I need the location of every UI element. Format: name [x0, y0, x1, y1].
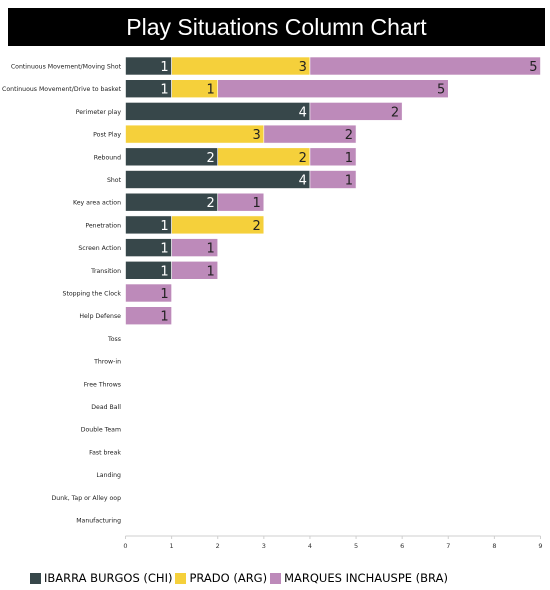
bar-segment[interactable] — [125, 147, 219, 167]
category-label: Dunk, Tap or Alley oop — [52, 495, 122, 502]
x-tick-label: 1 — [170, 542, 174, 550]
category-label: Dead Ball — [91, 404, 121, 411]
bar-segment[interactable] — [309, 56, 541, 76]
bar-segment[interactable] — [217, 147, 311, 167]
category-label: Manufacturing — [76, 518, 121, 525]
category-label: Help Defense — [79, 313, 121, 320]
bar-segment[interactable] — [263, 124, 357, 144]
category-label: Shot — [107, 177, 122, 184]
data-label: 1 — [253, 196, 261, 211]
data-label: 5 — [437, 83, 445, 98]
bar-segment[interactable] — [171, 238, 219, 257]
category-label: Perimeter play — [76, 109, 122, 116]
category-label: Key area action — [73, 200, 121, 207]
category-label: Throw-in — [93, 359, 121, 366]
category-label: Screen Action — [78, 245, 121, 252]
data-label: 1 — [345, 174, 353, 189]
legend-swatch — [270, 572, 282, 584]
bar-segment[interactable] — [217, 192, 265, 212]
category-label: Fast break — [89, 449, 121, 456]
bar-segment[interactable] — [309, 147, 357, 167]
legend-swatch — [175, 572, 187, 584]
data-label: 1 — [160, 310, 168, 325]
category-label: Penetration — [85, 222, 121, 229]
data-label: 1 — [206, 83, 214, 98]
legend-item-ibarra[interactable]: IBARRA BURGOS (CHI) — [30, 571, 172, 585]
bar-segment[interactable] — [171, 260, 219, 280]
category-label: Stopping the Clock — [63, 291, 122, 298]
bar-segment[interactable] — [125, 283, 172, 303]
data-label: 1 — [160, 264, 168, 279]
data-label: 1 — [160, 287, 168, 302]
legend: IBARRA BURGOS (CHI) PRADO (ARG) MARQUES … — [30, 570, 451, 586]
bar-segment[interactable] — [125, 192, 219, 212]
legend-label: MARQUES INCHAUSPE (BRA) — [284, 571, 448, 585]
legend-label: IBARRA BURGOS (CHI) — [44, 571, 173, 585]
data-label: 2 — [206, 196, 214, 211]
category-label: Free Throws — [84, 381, 121, 388]
chart-title: Play Situations Column Chart — [8, 8, 545, 46]
legend-item-marques[interactable]: MARQUES INCHAUSPE (BRA) — [270, 571, 448, 585]
category-label: Rebound — [94, 154, 121, 161]
data-label: 2 — [299, 151, 307, 166]
data-label: 4 — [299, 105, 307, 120]
x-tick-label: 0 — [123, 542, 127, 550]
data-label: 2 — [206, 151, 214, 166]
data-label: 1 — [160, 83, 168, 98]
x-tick-label: 3 — [262, 542, 266, 550]
data-label: 1 — [160, 219, 168, 234]
bar-segment[interactable] — [309, 102, 403, 121]
data-label: 2 — [253, 219, 261, 234]
category-label: Continuous Movement/Moving Shot — [11, 64, 122, 71]
x-tick-label: 4 — [308, 542, 312, 550]
x-tick-label: 2 — [216, 542, 220, 550]
x-tick-label: 6 — [400, 542, 404, 550]
bar-segment[interactable] — [309, 170, 357, 189]
category-label: Post Play — [93, 132, 121, 139]
legend-item-prado[interactable]: PRADO (ARG) — [175, 571, 267, 585]
bar-segment[interactable] — [171, 215, 265, 235]
data-label: 2 — [345, 128, 353, 143]
category-label: Double Team — [81, 427, 121, 434]
x-tick-label: 9 — [538, 542, 542, 550]
data-label: 5 — [529, 60, 537, 75]
bar-segment[interactable] — [217, 79, 449, 98]
bar-segment[interactable] — [125, 124, 265, 144]
bar-segment[interactable] — [125, 102, 311, 121]
data-label: 4 — [299, 174, 307, 189]
x-tick-label: 7 — [446, 542, 450, 550]
bar-segment[interactable] — [171, 56, 311, 76]
x-tick-label: 8 — [492, 542, 496, 550]
x-tick-label: 5 — [354, 542, 358, 550]
category-label: Landing — [96, 472, 121, 479]
bar-segment[interactable] — [125, 306, 172, 326]
data-label: 1 — [345, 151, 353, 166]
category-label: Toss — [107, 336, 121, 343]
category-label: Transition — [90, 268, 121, 275]
data-label: 3 — [299, 60, 307, 75]
data-label: 1 — [160, 60, 168, 75]
legend-swatch — [30, 572, 41, 584]
data-label: 1 — [206, 264, 214, 279]
data-label: 1 — [206, 242, 214, 257]
legend-label: PRADO (ARG) — [189, 571, 268, 585]
data-label: 3 — [253, 128, 261, 143]
data-label: 1 — [160, 242, 168, 257]
category-label: Continuous Movement/Drive to basket — [2, 86, 122, 93]
data-label: 2 — [391, 105, 399, 120]
bar-segment[interactable] — [125, 170, 311, 189]
